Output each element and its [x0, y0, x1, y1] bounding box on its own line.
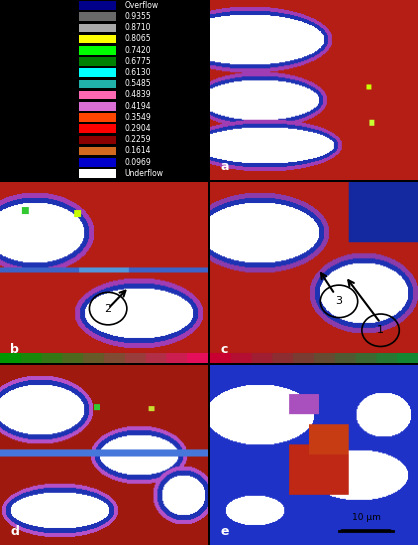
FancyBboxPatch shape	[79, 57, 117, 66]
Text: 2: 2	[104, 304, 112, 313]
Text: Underflow: Underflow	[125, 169, 164, 178]
Text: 0.2904: 0.2904	[125, 124, 151, 133]
FancyBboxPatch shape	[79, 124, 117, 133]
Text: 0.4194: 0.4194	[125, 101, 151, 111]
Text: Overflow: Overflow	[125, 1, 159, 10]
FancyBboxPatch shape	[79, 91, 117, 99]
Text: 0.8710: 0.8710	[125, 23, 151, 32]
Text: 0.6775: 0.6775	[125, 57, 152, 66]
FancyBboxPatch shape	[79, 147, 117, 155]
Text: 3: 3	[336, 296, 342, 306]
Text: 0.2259: 0.2259	[125, 135, 151, 144]
FancyBboxPatch shape	[79, 13, 117, 21]
FancyBboxPatch shape	[79, 169, 117, 178]
Text: 0.7420: 0.7420	[125, 46, 151, 54]
Text: d: d	[10, 525, 19, 538]
FancyBboxPatch shape	[79, 158, 117, 167]
Text: 0.9355: 0.9355	[125, 12, 152, 21]
Text: 10 μm: 10 μm	[352, 512, 380, 522]
FancyBboxPatch shape	[79, 1, 117, 10]
FancyBboxPatch shape	[79, 102, 117, 111]
Text: c: c	[220, 342, 228, 355]
Text: e: e	[220, 525, 229, 538]
Text: 0.8065: 0.8065	[125, 34, 151, 44]
FancyBboxPatch shape	[79, 68, 117, 77]
Text: 0.5485: 0.5485	[125, 79, 151, 88]
Text: a: a	[220, 160, 229, 173]
Text: 0.1614: 0.1614	[125, 147, 151, 155]
Text: 0.3549: 0.3549	[125, 113, 152, 122]
Text: b: b	[10, 342, 19, 355]
FancyBboxPatch shape	[79, 23, 117, 32]
Text: 1: 1	[377, 325, 384, 335]
FancyBboxPatch shape	[79, 136, 117, 144]
Text: 0.0969: 0.0969	[125, 158, 152, 167]
FancyBboxPatch shape	[79, 113, 117, 122]
Text: 0.4839: 0.4839	[125, 90, 151, 99]
FancyBboxPatch shape	[79, 46, 117, 54]
FancyBboxPatch shape	[79, 35, 117, 44]
FancyBboxPatch shape	[79, 80, 117, 88]
Text: 0.6130: 0.6130	[125, 68, 151, 77]
